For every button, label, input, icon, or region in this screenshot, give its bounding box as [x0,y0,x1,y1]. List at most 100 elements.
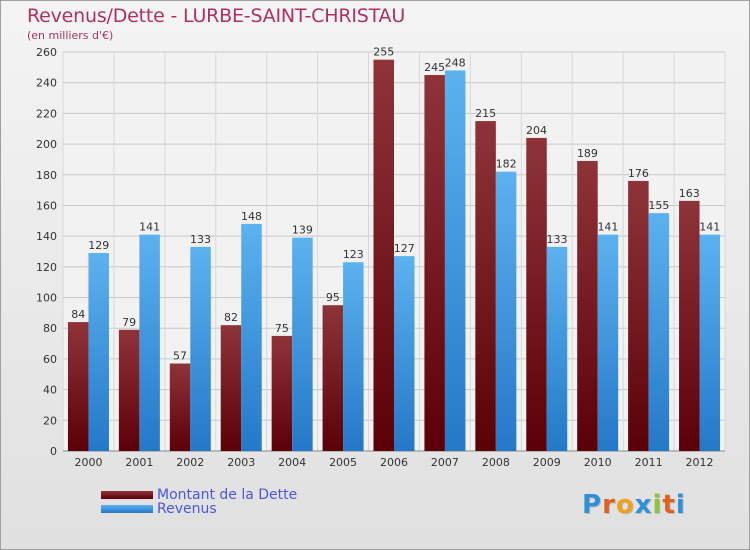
y-tick-label: 100 [36,292,57,305]
bar-revenue-2008 [495,171,517,451]
data-label-revenue-2007: 248 [445,56,466,69]
legend-label-debt: Montant de la Dette [157,487,298,503]
bar-revenue-2001 [139,234,160,451]
chart-title: Revenus/Dette - LURBE-SAINT-CHRISTAU [27,5,406,27]
y-tick-label: 160 [36,199,57,212]
data-label-revenue-2004: 139 [292,224,313,237]
bar-revenue-2003 [241,223,262,451]
bar-debt-2003 [220,325,242,451]
axes: 0 20 40 60 80 100 120 140 160 180 200 220 240 260 2000… [36,46,725,469]
data-label-revenue-2003: 148 [241,210,262,223]
logo-letter: P [582,490,603,520]
bars [67,59,721,452]
x-tick-label-2005: 2005 [329,456,357,469]
data-label-debt-2011: 176 [628,167,649,180]
data-label-debt-2009: 204 [526,124,547,137]
y-tick-label: 180 [36,169,57,182]
data-label-revenue-2005: 123 [343,248,364,261]
logo-letter: i [652,490,663,520]
data-label-debt-2002: 57 [173,350,187,363]
bar-debt-2004 [271,335,293,451]
legend-swatch-debt [101,491,153,499]
data-label-debt-2008: 215 [475,107,496,120]
logo-letter: o [615,490,635,520]
logo-letter: t [662,490,676,520]
x-tick-label-2010: 2010 [584,456,612,469]
bar-debt-2001 [118,329,140,451]
y-tick-label: 20 [43,414,57,427]
y-tick-label: 200 [36,138,57,151]
bar-revenue-2006 [394,256,415,451]
chart-subtitle: (en milliers d'€) [27,29,114,42]
bar-debt-2007 [424,75,445,452]
bar-debt-2012 [679,200,700,451]
bar-debt-2008 [475,121,496,452]
data-label-debt-2010: 189 [577,147,598,160]
data-label-debt-2003: 82 [224,311,238,324]
data-label-revenue-2009: 133 [547,233,568,246]
proxiti-logo: Proxiti [582,490,686,520]
y-tick-label: 80 [43,322,57,335]
bar-revenue-2005 [343,262,364,451]
y-tick-label: 140 [36,230,57,243]
y-tick-label: 220 [36,107,57,120]
x-tick-label-2011: 2011 [635,456,663,469]
bar-debt-2005 [322,305,344,451]
bar-revenue-2010 [597,234,619,451]
x-tick-label-2009: 2009 [533,456,561,469]
legend-item-revenue: Revenus [101,502,297,516]
data-label-revenue-2006: 127 [394,242,415,255]
x-tick-label-2004: 2004 [278,456,306,469]
legend-item-debt: Montant de la Dette [101,488,297,502]
data-label-debt-2007: 245 [424,61,445,74]
bar-debt-2010 [577,160,598,451]
data-label-debt-2006: 255 [373,46,394,59]
data-label-revenue-2002: 133 [190,233,211,246]
bar-revenue-2011 [648,213,670,451]
legend-swatch-revenue [101,505,153,513]
x-tick-label-2000: 2000 [74,456,102,469]
y-tick-label: 120 [36,261,57,274]
bar-revenue-2012 [699,234,721,451]
bar-revenue-2000 [88,253,109,451]
data-label-debt-2005: 95 [326,291,340,304]
x-tick-label-2006: 2006 [380,456,408,469]
logo-letter: r [602,490,616,520]
x-tick-label-2008: 2008 [482,456,510,469]
x-tick-label-2012: 2012 [686,456,714,469]
x-tick-label-2003: 2003 [227,456,255,469]
data-label-revenue-2008: 182 [496,158,517,171]
bar-debt-2011 [628,180,649,451]
data-label-debt-2000: 84 [71,308,85,321]
data-label-debt-2012: 163 [679,187,700,200]
x-tick-label-2001: 2001 [125,456,153,469]
data-label-revenue-2000: 129 [88,239,109,252]
legend: Montant de la Dette Revenus [101,488,297,516]
bar-debt-2009 [526,137,547,451]
logo-letter: i [675,490,686,520]
bar-debt-2000 [67,322,89,451]
legend-label-revenue: Revenus [157,501,217,517]
bar-revenue-2007 [444,70,466,452]
bar-debt-2006 [373,59,394,452]
y-tick-label: 60 [43,353,57,366]
data-label-debt-2004: 75 [275,322,289,335]
y-tick-label: 40 [43,384,57,397]
data-label-revenue-2001: 141 [139,221,160,234]
logo-letter: x [634,490,653,520]
data-label-debt-2001: 79 [122,316,136,329]
bar-revenue-2002 [190,246,211,451]
bar-revenue-2009 [546,246,568,451]
x-tick-label-2007: 2007 [431,456,459,469]
data-label-revenue-2010: 141 [597,221,618,234]
x-tick-label-2002: 2002 [176,456,204,469]
data-label-revenue-2011: 155 [648,199,669,212]
y-tick-label: 240 [36,77,57,90]
y-tick-label: 260 [36,46,57,59]
bar-revenue-2004 [292,237,313,451]
y-tick-label: 0 [50,445,57,458]
bar-debt-2002 [169,363,191,451]
